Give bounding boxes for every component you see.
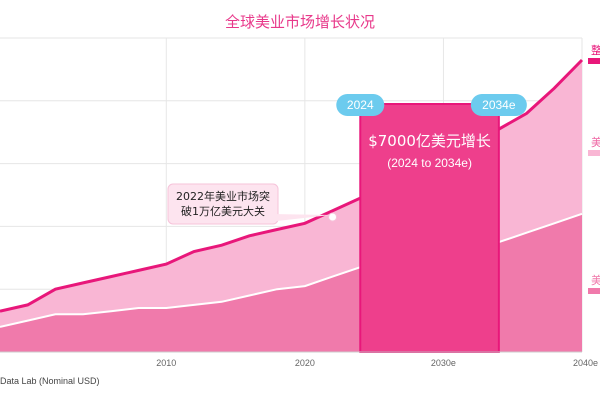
annotation-pointer: [268, 214, 331, 222]
highlight-2024-2034: 2024 2034e $7000亿美元增长 (2024 to 2034e): [336, 94, 527, 353]
annotation-dot: [328, 212, 338, 222]
highlight-headline: $7000亿美元增长: [368, 132, 491, 150]
x-tick-label: 2030e: [431, 358, 456, 368]
legend-swatch: [588, 150, 600, 156]
x-axis: 2010 2020 2030e 2040e: [0, 351, 598, 368]
legend-label: 整: [591, 43, 600, 57]
start-pill: [336, 94, 385, 116]
annotation-line: 2022年美业市场突: [176, 189, 270, 203]
x-tick-label: 2020: [295, 358, 315, 368]
x-tick-label: 2040e: [573, 358, 598, 368]
chart-title: 全球美业市场增长状况: [225, 13, 375, 31]
legend-label: 美: [591, 136, 600, 149]
start-pill-label: 2024: [347, 98, 374, 112]
legend-swatch: [588, 58, 600, 64]
annotation-bubble: [167, 183, 279, 225]
highlight-box: [359, 103, 500, 353]
end-pill: [470, 94, 527, 116]
annotation-line: 破1万亿美元大关: [181, 204, 265, 218]
x-tick-label: 2010: [156, 358, 176, 368]
legend-label: 美: [591, 274, 600, 287]
highlight-subline: (2024 to 2034e): [387, 156, 472, 170]
end-pill-label: 2034e: [482, 98, 516, 112]
source-note: Data Lab (Nominal USD): [0, 376, 100, 386]
legend: 整美美: [588, 43, 600, 294]
legend-swatch: [588, 288, 600, 294]
